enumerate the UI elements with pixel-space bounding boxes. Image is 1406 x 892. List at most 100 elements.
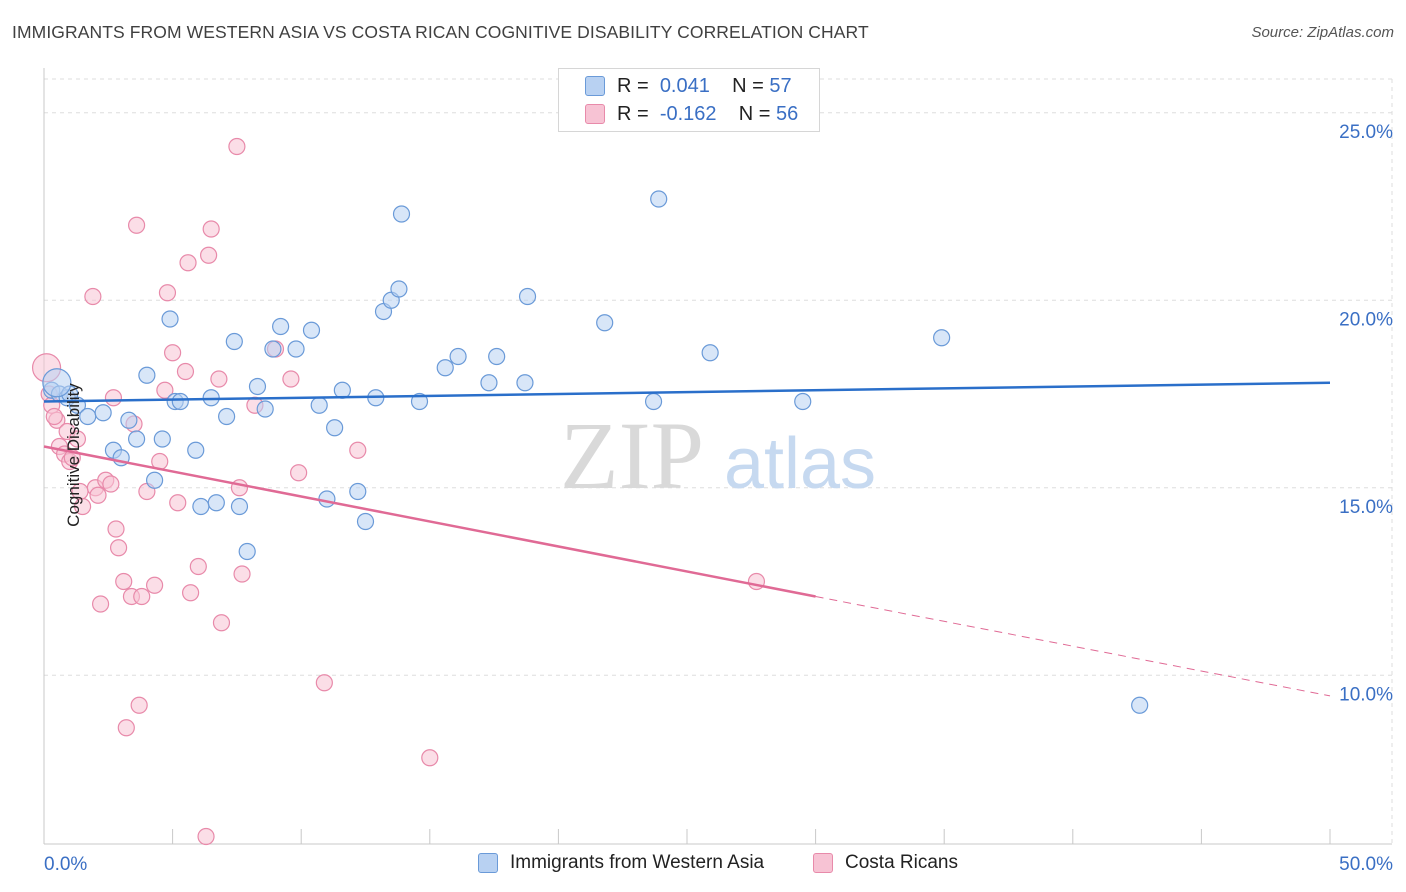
costa-ricans-point [212,614,231,632]
costa-ricans-point [179,254,197,272]
x-tick-label: 0.0% [44,854,87,875]
legend-n-label: N = [738,102,771,125]
western-asia-point [326,419,344,437]
costa-ricans-point [117,719,135,737]
costa-ricans-point [182,584,200,602]
costa-ricans-point [109,539,128,557]
western-asia-point [187,441,205,459]
western-asia-point [390,280,408,298]
costa-ricans-point [84,287,102,306]
legend-r-label: R = [617,102,649,125]
costa-ricans-point [107,520,125,538]
costa-ricans-point [315,674,333,692]
western-asia-point [436,359,454,377]
western-asia-point [392,205,411,223]
western-asia-point [302,321,321,339]
y-tick-label: 20.0% [1339,309,1393,330]
costa-ricans-point [115,572,133,591]
western-asia-point [238,542,256,561]
western-asia-point [596,314,614,332]
western-asia-point [933,329,951,347]
tick-labels: 10.0% 15.0% 20.0% 25.0% 0.0% 50.0% [44,122,1393,875]
bottom-legend-western-asia: Immigrants from Western Asia [478,852,764,874]
costa-ricans-point [176,362,195,381]
western-asia-point [153,430,171,448]
costa-ricans-point [158,284,177,302]
costa-ricans-point [133,587,151,606]
western-asia-points [42,190,1149,714]
western-asia-point [264,340,282,358]
costa-ricans-trendline [815,596,1331,697]
costa-ricans-point [156,381,174,399]
chart-title: IMMIGRANTS FROM WESTERN ASIA VS COSTA RI… [12,22,869,42]
western-asia-point [310,396,328,414]
y-axis-label: Cognitive Disability [63,383,83,527]
source-label: Source: ZipAtlas.com [1251,24,1394,41]
costa-ricans-point [349,441,367,459]
costa-ricans-point [164,344,182,362]
costa-ricans-point [290,464,308,482]
costa-ricans-point [233,565,251,583]
western-asia-point [518,287,537,306]
legend-swatch-pink [585,104,605,124]
western-asia-point [410,392,429,411]
watermark-atlas: atlas [724,424,876,504]
legend-n-value: 57 [769,74,792,97]
western-asia-point [248,377,267,396]
western-asia-point [230,497,249,516]
western-asia-trendline [43,381,1331,403]
grid-lines [44,78,1393,844]
legend-r-value: -0.162 [659,102,717,125]
western-asia-point [488,347,506,366]
costa-ricans-point [104,389,123,407]
costa-ricans-point [89,486,107,504]
costa-ricans-point [282,370,300,388]
costa-ricans-point [68,430,87,448]
western-asia-point [516,374,534,392]
costa-ricans-point [200,246,218,264]
costa-ricans-trendline [43,445,816,598]
x-tick-label: 50.0% [1339,854,1393,875]
western-asia-point [171,392,189,411]
costa-ricans-point [421,749,439,767]
legend-row-costa-ricans: R = -0.162 N = 56 [585,102,798,126]
costa-ricans-point [228,137,246,156]
y-tick-label: 15.0% [1339,497,1393,518]
western-asia-point [207,494,225,512]
western-asia-point [349,482,367,501]
costa-ricans-point [145,576,164,594]
western-asia-point [318,490,336,508]
costa-ricans-point [73,497,92,516]
watermark-zip: ZIP [560,402,704,509]
legend-swatch-blue [585,76,605,96]
costa-ricans-point [127,216,146,234]
y-tick-label: 25.0% [1339,122,1393,143]
costa-ricans-point [91,595,110,613]
western-asia-point [218,407,236,426]
western-asia-point [356,512,375,531]
y-tick-label: 10.0% [1339,684,1393,705]
axes [43,68,1392,845]
trendlines [43,381,1331,697]
western-asia-point [644,392,663,411]
western-asia-point [287,340,305,358]
costa-ricans-point [45,407,63,426]
bottom-legend-label: Immigrants from Western Asia [510,852,765,873]
western-asia-point [192,497,210,516]
legend-n-label: N = [732,74,764,97]
costa-ricans-point [202,220,220,238]
western-asia-point [225,332,243,351]
western-asia-point [94,404,112,422]
western-asia-point [127,430,146,448]
bottom-legend-swatch-blue [478,853,498,873]
bottom-legend-swatch-pink [813,853,833,873]
western-asia-point [480,374,498,392]
western-asia-point [120,411,138,429]
costa-ricans-point [130,696,148,714]
bottom-legend-label: Costa Ricans [845,852,958,873]
legend-r-value: 0.041 [659,74,710,97]
western-asia-point [161,310,179,328]
bottom-legend-costa-ricans: Costa Ricans [813,852,958,874]
costa-ricans-point [210,370,228,388]
